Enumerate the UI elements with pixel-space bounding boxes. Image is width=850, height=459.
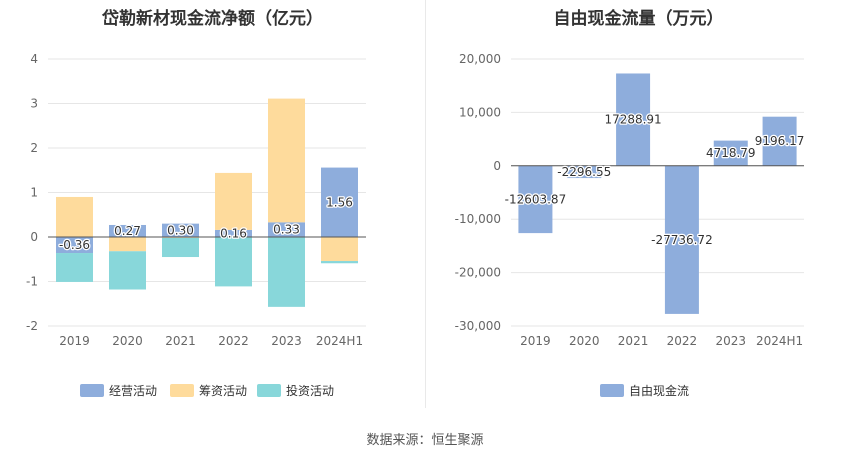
data-source-note: 数据来源：恒生聚源 <box>366 433 484 448</box>
right-y-tick-label: 20,000 <box>459 52 501 66</box>
right-y-tick-label: 0 <box>493 159 501 173</box>
left-bar-投资活动-2024H1 <box>321 261 358 264</box>
left-bar-筹资活动-2022 <box>215 172 252 230</box>
right-chart: -30,000 -20,000 -10,000 0 10,000 20,000 -12603… <box>455 52 806 398</box>
left-bar-经营活动-2023 <box>268 222 305 237</box>
left-y-tick-label: 2 <box>30 141 38 155</box>
chart-divider <box>425 0 426 408</box>
right-x-tick-label: 2020 <box>569 334 600 348</box>
left-bar-筹资活动-2020 <box>109 237 146 252</box>
left-x-tick-label: 2023 <box>271 334 302 348</box>
left-bar-投资活动-2020 <box>109 251 146 290</box>
right-x-tick-label: 2022 <box>667 334 698 348</box>
right-x-tick-label: 2019 <box>520 334 551 348</box>
right-data-label: 17288.91 <box>604 113 661 127</box>
left-bar-经营活动-2022 <box>215 229 252 237</box>
right-y-tick-label: -30,000 <box>455 319 501 333</box>
right-x-tick-label: 2023 <box>715 334 746 348</box>
left-bar-筹资活动-2023 <box>268 98 305 223</box>
left-data-label: 0.33 <box>273 223 300 237</box>
right-bar-自由现金流-2022 <box>664 165 699 314</box>
right-data-label: -27736.72 <box>651 233 713 247</box>
left-data-label: 1.56 <box>326 195 353 209</box>
left-bar-投资活动-2022 <box>215 237 252 287</box>
right-y-tick-label: -20,000 <box>455 266 501 280</box>
right-y-tick-label: 10,000 <box>459 105 501 119</box>
left-y-tick-label: 1 <box>30 186 38 200</box>
right-data-label: -12603.87 <box>505 192 567 206</box>
left-x-tick-label: 2019 <box>59 334 90 348</box>
right-bar-自由现金流-2020 <box>567 165 602 179</box>
right-data-label: 9196.17 <box>755 134 805 148</box>
left-bar-经营活动-2020 <box>109 224 146 237</box>
left-bar-筹资活动-2024H1 <box>321 237 358 262</box>
right-y-tick-label: -10,000 <box>455 212 501 226</box>
right-data-label: 4718.79 <box>706 146 756 160</box>
left-x-tick-label: 2020 <box>112 334 143 348</box>
right-x-tick-label: 2024H1 <box>756 334 803 348</box>
left-x-tick-label: 2024H1 <box>316 334 363 348</box>
left-bar-投资活动-2019 <box>56 253 93 282</box>
left-y-tick-label: 0 <box>30 230 38 244</box>
left-bar-经营活动-2021 <box>162 223 199 237</box>
left-legend-swatch-投资活动 <box>257 384 281 397</box>
left-x-tick-label: 2022 <box>218 334 249 348</box>
left-data-label: 0.27 <box>114 224 141 238</box>
left-legend-swatch-经营活动 <box>80 384 104 397</box>
left-bar-投资活动-2021 <box>162 237 199 258</box>
right-bar-自由现金流-2019 <box>518 165 553 234</box>
left-legend-swatch-筹资活动 <box>170 384 194 397</box>
left-bar-经营活动-2024H1 <box>321 167 358 237</box>
left-data-label: -0.36 <box>59 238 90 252</box>
left-legend-label: 筹资活动 <box>199 384 247 398</box>
left-chart: -2 -1 0 1 2 3 4 -0.36 0.27 0.30 0.16 0.33 1.56 2019 20… <box>26 52 366 398</box>
right-bar-自由现金流-2023 <box>713 140 748 166</box>
right-data-label: -2296.55 <box>557 165 611 179</box>
right-legend-swatch-自由现金流 <box>600 384 624 397</box>
left-y-tick-label: 3 <box>30 97 38 111</box>
left-bar-投资活动-2023 <box>268 237 305 307</box>
right-bar-自由现金流-2021 <box>616 73 651 166</box>
left-bar-经营活动-2019 <box>56 237 93 254</box>
left-legend-label: 投资活动 <box>286 383 334 398</box>
left-chart-title: 岱勒新材现金流净额（亿元） <box>102 9 323 29</box>
left-bar-筹资活动-2019 <box>56 196 93 237</box>
left-y-tick-label: 4 <box>30 52 38 66</box>
left-legend-label: 经营活动 <box>109 384 157 398</box>
right-bar-自由现金流-2024H1 <box>762 116 797 166</box>
left-x-tick-label: 2021 <box>165 334 196 348</box>
left-data-label: 0.30 <box>167 223 194 237</box>
right-x-tick-label: 2021 <box>618 334 649 348</box>
left-y-tick-label: -2 <box>26 319 38 333</box>
left-y-tick-label: -1 <box>26 275 38 289</box>
left-data-label: 0.16 <box>220 226 247 240</box>
right-chart-title: 自由现金流量（万元） <box>553 9 724 29</box>
right-legend-label: 自由现金流 <box>629 383 689 398</box>
